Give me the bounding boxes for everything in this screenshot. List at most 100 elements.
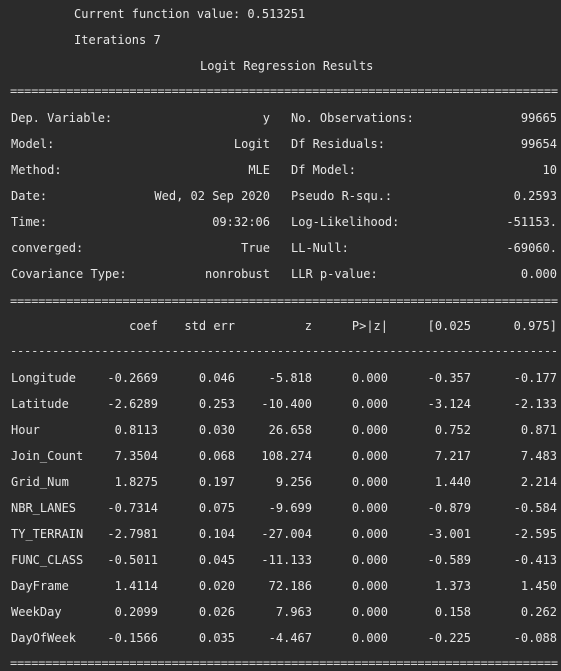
summary-label-right: Pseudo R-squ.: bbox=[291, 189, 393, 203]
coef-cell: 1.373 bbox=[434, 579, 471, 593]
coef-cell: 0.000 bbox=[351, 371, 388, 385]
coef-cell: -27.004 bbox=[261, 527, 312, 541]
summary-label-right: Df Model: bbox=[291, 163, 357, 177]
summary-value-right: -51153. bbox=[506, 215, 557, 229]
coef-cell: 0.871 bbox=[520, 423, 557, 437]
summary-label-left: Time: bbox=[11, 215, 48, 229]
coef-cell: 0.158 bbox=[434, 605, 471, 619]
coef-header-cell: coef bbox=[129, 319, 158, 333]
summary-value-right: 0.000 bbox=[520, 267, 557, 281]
summary-label-left: Date: bbox=[11, 189, 48, 203]
coef-cell: -0.088 bbox=[513, 631, 557, 645]
summary-value-left: Wed, 02 Sep 2020 bbox=[154, 189, 270, 203]
coef-cell: -0.413 bbox=[513, 553, 557, 567]
coef-row-name: Latitude bbox=[11, 397, 69, 411]
coef-cell: -9.699 bbox=[268, 501, 312, 515]
coef-cell: 0.046 bbox=[198, 371, 235, 385]
summary-value-right: 10 bbox=[542, 163, 557, 177]
coef-row-name: DayOfWeek bbox=[11, 631, 77, 645]
summary-value-left: y bbox=[262, 111, 270, 125]
coef-cell: 0.253 bbox=[198, 397, 235, 411]
coef-cell: 0.045 bbox=[198, 553, 235, 567]
coef-row-name: Hour bbox=[11, 423, 40, 437]
summary-value-left: nonrobust bbox=[204, 267, 270, 281]
summary-label-left: Covariance Type: bbox=[11, 267, 127, 281]
coef-cell: 0.000 bbox=[351, 631, 388, 645]
coef-cell: 0.197 bbox=[198, 475, 235, 489]
coef-cell: 0.026 bbox=[198, 605, 235, 619]
coef-cell: 0.030 bbox=[198, 423, 235, 437]
coef-cell: 0.000 bbox=[351, 475, 388, 489]
coef-cell: 0.2099 bbox=[114, 605, 158, 619]
coef-cell: 1.4114 bbox=[114, 579, 158, 593]
coef-cell: -0.2669 bbox=[107, 371, 158, 385]
summary-label-left: Dep. Variable: bbox=[11, 111, 113, 125]
function-value-line: Current function value: 0.513251 bbox=[74, 7, 306, 21]
coef-cell: 7.3504 bbox=[114, 449, 158, 463]
coef-cell: 108.274 bbox=[261, 449, 312, 463]
coef-cell: 0.000 bbox=[351, 501, 388, 515]
coef-cell: -0.879 bbox=[427, 501, 471, 515]
coef-row-name: TY_TERRAIN bbox=[11, 527, 84, 541]
iterations-line: Iterations 7 bbox=[74, 33, 161, 47]
summary-value-left: MLE bbox=[248, 163, 270, 177]
coef-cell: -3.124 bbox=[427, 397, 471, 411]
coef-cell: 0.104 bbox=[198, 527, 235, 541]
coef-cell: 0.000 bbox=[351, 579, 388, 593]
coef-cell: 0.000 bbox=[351, 605, 388, 619]
summary-label-right: Df Residuals: bbox=[291, 137, 385, 151]
summary-value-right: -69060. bbox=[506, 241, 557, 255]
coef-cell: 0.000 bbox=[351, 397, 388, 411]
coef-row-name: Grid_Num bbox=[11, 475, 69, 489]
rule-single: ----------------------------------------… bbox=[10, 345, 558, 357]
coef-cell: -3.001 bbox=[427, 527, 471, 541]
coef-row-name: FUNC_CLASS bbox=[11, 553, 84, 567]
coef-cell: -0.5011 bbox=[107, 553, 158, 567]
coef-cell: 0.000 bbox=[351, 423, 388, 437]
coef-cell: -11.133 bbox=[261, 553, 312, 567]
coef-cell: -0.7314 bbox=[107, 501, 158, 515]
summary-label-left: Model: bbox=[11, 137, 55, 151]
coef-cell: 72.186 bbox=[268, 579, 312, 593]
coef-header-cell: 0.975] bbox=[513, 319, 557, 333]
summary-value-left: Logit bbox=[233, 137, 270, 151]
coef-cell: -0.357 bbox=[427, 371, 471, 385]
summary-label-left: converged: bbox=[11, 241, 84, 255]
summary-value-right: 99665 bbox=[520, 111, 557, 125]
coef-cell: -2.133 bbox=[513, 397, 557, 411]
coef-cell: -0.225 bbox=[427, 631, 471, 645]
results-title: Logit Regression Results bbox=[200, 59, 374, 73]
coef-row-name: DayFrame bbox=[11, 579, 69, 593]
coef-cell: 0.020 bbox=[198, 579, 235, 593]
rule-double-top: ========================================… bbox=[10, 85, 558, 97]
summary-value-right: 99654 bbox=[520, 137, 557, 151]
coef-cell: 0.000 bbox=[351, 553, 388, 567]
coef-row-name: Join_Count bbox=[11, 449, 84, 463]
coef-header-cell: z bbox=[304, 319, 312, 333]
coef-cell: 0.752 bbox=[434, 423, 471, 437]
rule-double-mid: ========================================… bbox=[10, 295, 558, 307]
coef-cell: 7.483 bbox=[520, 449, 557, 463]
coef-cell: -2.595 bbox=[513, 527, 557, 541]
summary-label-right: Log-Likelihood: bbox=[291, 215, 400, 229]
coef-cell: -2.6289 bbox=[107, 397, 158, 411]
coef-cell: 0.068 bbox=[198, 449, 235, 463]
coef-cell: 2.214 bbox=[520, 475, 557, 489]
coef-cell: 26.658 bbox=[268, 423, 312, 437]
summary-label-right: LL-Null: bbox=[291, 241, 349, 255]
coef-header-cell: std err bbox=[184, 319, 235, 333]
coef-cell: -0.1566 bbox=[107, 631, 158, 645]
summary-label-left: Method: bbox=[11, 163, 62, 177]
coef-row-name: WeekDay bbox=[11, 605, 62, 619]
coef-cell: 0.262 bbox=[520, 605, 557, 619]
coef-header-cell: [0.025 bbox=[427, 319, 471, 333]
summary-value-right: 0.2593 bbox=[513, 189, 557, 203]
coef-cell: 9.256 bbox=[275, 475, 312, 489]
summary-label-right: LLR p-value: bbox=[291, 267, 378, 281]
coef-cell: -4.467 bbox=[268, 631, 312, 645]
rule-double-bottom: ========================================… bbox=[10, 657, 558, 669]
coef-row-name: Longitude bbox=[11, 371, 77, 385]
coef-cell: -10.400 bbox=[261, 397, 312, 411]
coef-header-cell: P>|z| bbox=[351, 319, 388, 333]
coef-cell: 0.000 bbox=[351, 527, 388, 541]
